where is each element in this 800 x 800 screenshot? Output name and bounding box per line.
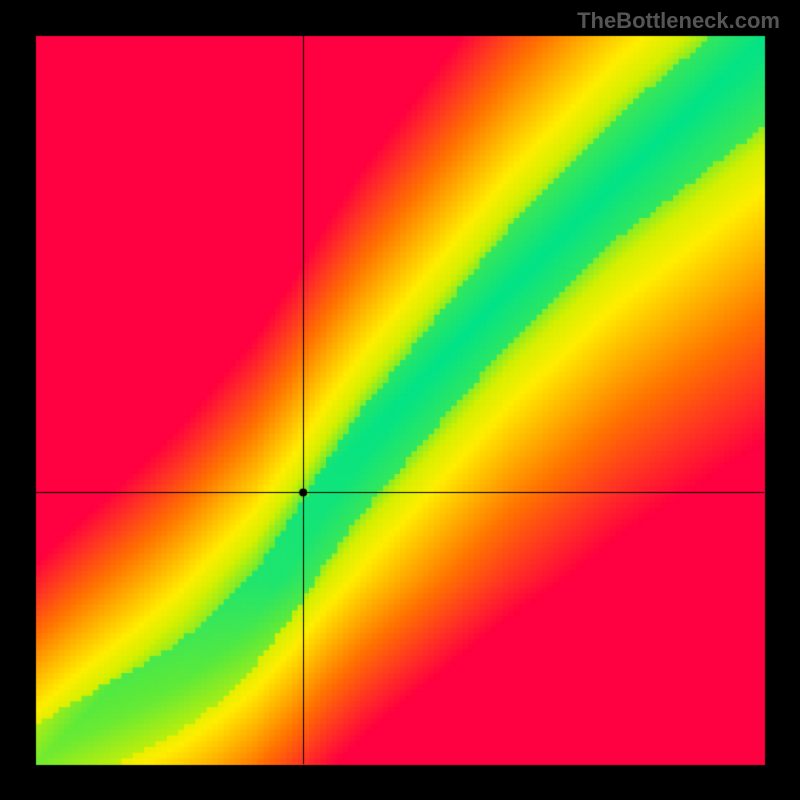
watermark-text: TheBottleneck.com (577, 8, 780, 34)
chart-container: TheBottleneck.com (0, 0, 800, 800)
heatmap-canvas (0, 0, 800, 800)
